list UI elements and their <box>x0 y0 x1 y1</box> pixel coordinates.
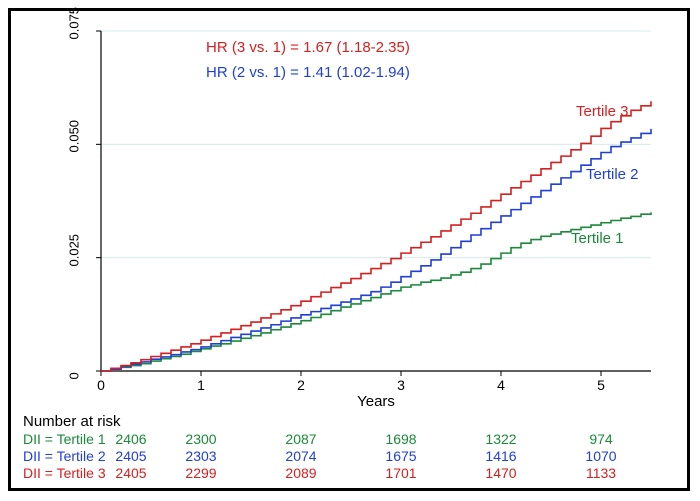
chart-svg <box>101 31 651 371</box>
y-tick-label: 0 <box>67 378 82 380</box>
x-tick-label: 1 <box>197 377 205 393</box>
hr-annotation: HR (2 vs. 1) = 1.41 (1.02-1.94) <box>206 64 410 81</box>
risk-cell: 1701 <box>385 465 416 481</box>
risk-cell: 1675 <box>385 448 416 464</box>
x-tick-label: 5 <box>597 377 605 393</box>
risk-cell: 1070 <box>585 448 616 464</box>
series-line <box>101 129 651 371</box>
series-label: Tertile 1 <box>571 230 624 247</box>
figure-frame: Incidence of composite CV end-point Year… <box>8 8 690 491</box>
risk-cell: 2405 <box>115 465 146 481</box>
risk-cell: 974 <box>589 431 612 447</box>
risk-cell: 1322 <box>485 431 516 447</box>
series-line <box>101 101 651 371</box>
risk-cell: 2087 <box>285 431 316 447</box>
risk-cell: 2303 <box>185 448 216 464</box>
y-tick-label: 0.025 <box>67 264 82 266</box>
x-tick-label: 3 <box>397 377 405 393</box>
risk-cell: 2406 <box>115 431 146 447</box>
risk-cell: 1416 <box>485 448 516 464</box>
risk-cell: 2074 <box>285 448 316 464</box>
risk-cell: 1470 <box>485 465 516 481</box>
hr-annotation: HR (3 vs. 1) = 1.67 (1.18-2.35) <box>206 39 410 56</box>
series-label: Tertile 2 <box>586 166 639 183</box>
x-tick-label: 0 <box>97 377 105 393</box>
risk-row-label: DII = Tertile 3 <box>23 465 106 481</box>
risk-row-label: DII = Tertile 2 <box>23 448 106 464</box>
x-tick-label: 2 <box>297 377 305 393</box>
x-tick-label: 4 <box>497 377 505 393</box>
risk-cell: 1133 <box>586 465 616 481</box>
risk-cell: 2405 <box>115 448 146 464</box>
risk-cell: 2299 <box>185 465 216 481</box>
risk-cell: 2089 <box>285 465 316 481</box>
y-tick-label: 0.075 <box>67 38 82 40</box>
plot-area <box>101 31 651 371</box>
risk-row-label: DII = Tertile 1 <box>23 431 106 447</box>
x-axis-label: Years <box>101 393 651 410</box>
series-label: Tertile 3 <box>576 103 629 120</box>
risk-cell: 2300 <box>185 431 216 447</box>
risk-cell: 1698 <box>385 431 416 447</box>
risk-table-title: Number at risk <box>23 413 121 430</box>
y-tick-label: 0.050 <box>67 151 82 153</box>
